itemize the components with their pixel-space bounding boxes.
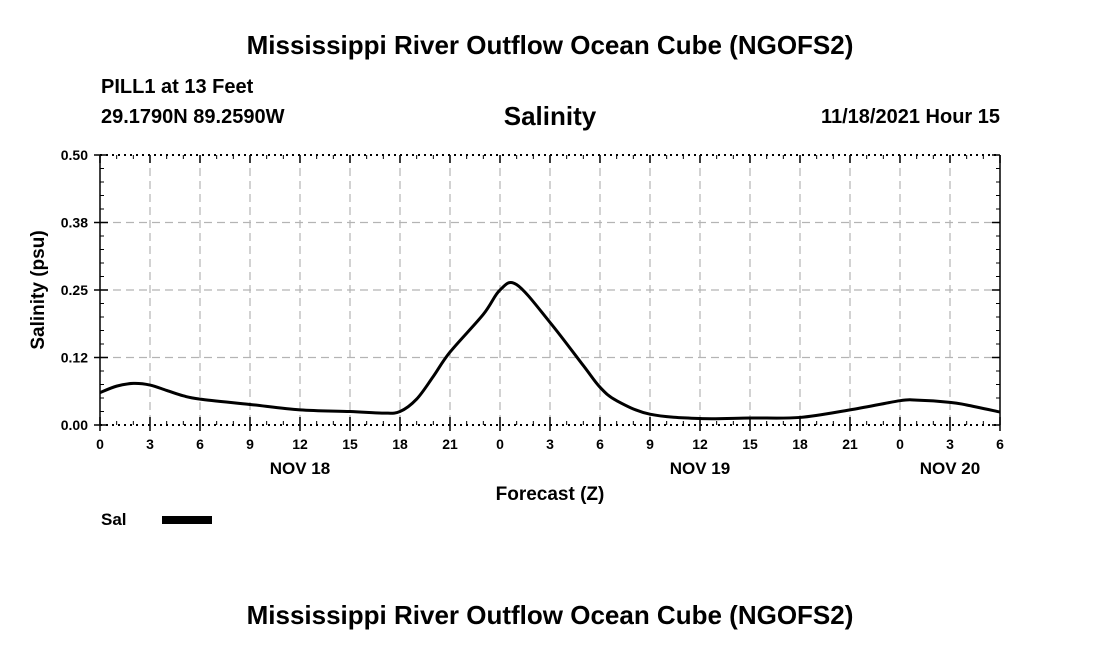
y-tick-label: 0.00 — [61, 417, 88, 433]
day-labels: NOV 18 NOV 19 NOV 20 — [270, 459, 980, 478]
y-axis-title: Salinity (psu) — [28, 230, 49, 349]
x-tick-label: 12 — [692, 436, 708, 452]
x-axis-title: Forecast (Z) — [496, 484, 605, 505]
x-tick-label: 3 — [946, 436, 954, 452]
series-line-sal — [99, 280, 1001, 421]
y-tick-label: 0.25 — [61, 282, 88, 298]
legend: Sal — [101, 510, 212, 529]
x-tick-label: 21 — [442, 436, 458, 452]
x-tick-label: 9 — [246, 436, 254, 452]
x-tick-label: 0 — [96, 436, 104, 452]
x-tick-label: 12 — [292, 436, 308, 452]
grid-lines — [100, 155, 1000, 425]
x-tick-label: 0 — [496, 436, 504, 452]
day-label: NOV 19 — [670, 459, 730, 478]
chart-subtitle: Salinity — [503, 101, 597, 131]
legend-label-sal: Sal — [101, 510, 127, 529]
y-axis: 0.00 0.12 0.25 0.38 0.50 — [61, 147, 1000, 433]
day-label: NOV 20 — [920, 459, 980, 478]
y-tick-label: 0.12 — [61, 350, 88, 366]
x-tick-label: 21 — [842, 436, 858, 452]
x-axis: 0 3 6 9 12 15 18 21 0 3 6 9 12 15 18 21 0 3 6 — [96, 155, 1004, 452]
footer-title: Mississippi River Outflow Ocean Cube (NG… — [246, 600, 854, 630]
x-tick-label: 0 — [896, 436, 904, 452]
x-tick-label: 18 — [792, 436, 808, 452]
x-tick-label: 15 — [342, 436, 358, 452]
chart-title: Mississippi River Outflow Ocean Cube (NG… — [246, 30, 854, 60]
x-tick-label: 6 — [996, 436, 1004, 452]
x-tick-label: 9 — [646, 436, 654, 452]
legend-swatch-sal — [162, 516, 212, 524]
x-tick-label: 6 — [196, 436, 204, 452]
y-tick-label: 0.50 — [61, 147, 88, 163]
day-label: NOV 18 — [270, 459, 330, 478]
x-tick-label: 3 — [546, 436, 554, 452]
coordinates-label: 29.1790N 89.2590W — [101, 106, 285, 128]
x-tick-label: 18 — [392, 436, 408, 452]
series-layer — [99, 280, 1001, 421]
x-tick-label: 3 — [146, 436, 154, 452]
x-tick-label: 15 — [742, 436, 758, 452]
y-tick-label: 0.38 — [61, 215, 88, 231]
station-label: PILL1 at 13 Feet — [101, 76, 254, 98]
timestamp-label: 11/18/2021 Hour 15 — [820, 106, 1000, 128]
x-tick-label: 6 — [596, 436, 604, 452]
